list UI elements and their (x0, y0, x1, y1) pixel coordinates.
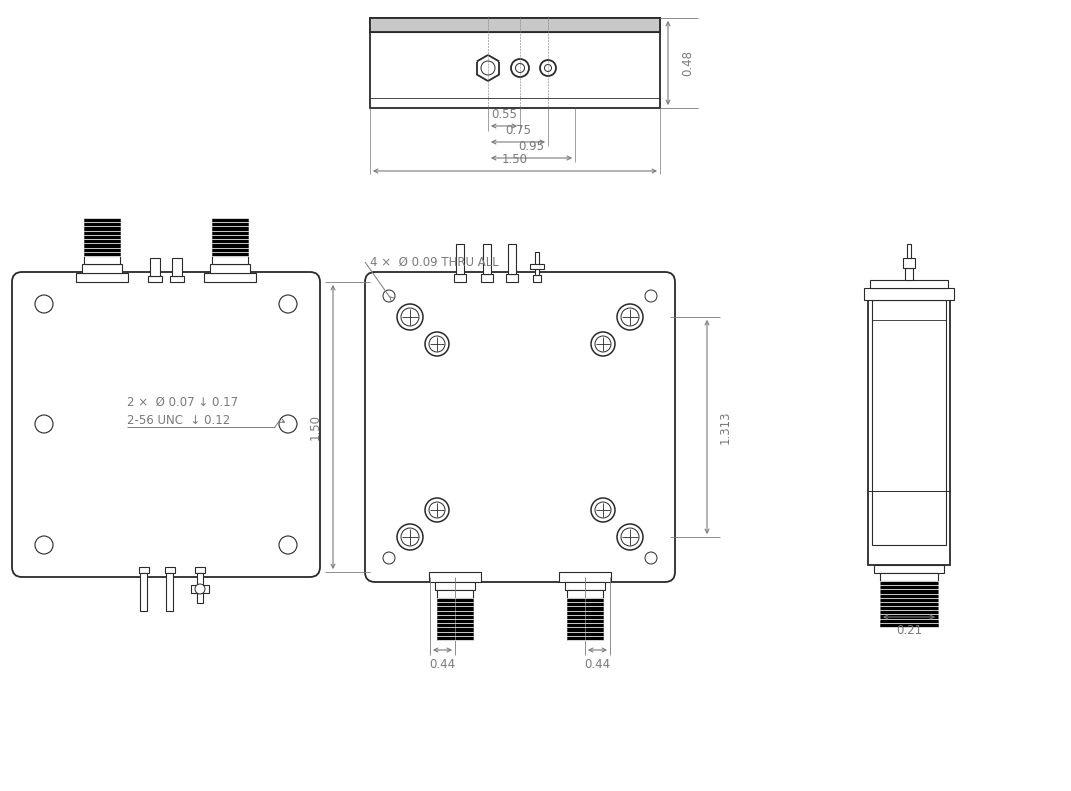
Circle shape (617, 524, 643, 550)
Bar (567, 598, 603, 640)
Circle shape (595, 502, 610, 518)
Circle shape (511, 59, 529, 77)
Bar (437, 598, 473, 640)
Bar (195, 567, 205, 573)
FancyBboxPatch shape (12, 272, 320, 577)
Bar (530, 264, 544, 269)
Bar (84, 256, 120, 264)
Bar (903, 258, 915, 268)
Circle shape (35, 536, 52, 554)
Bar (203, 273, 256, 282)
Text: 1.50: 1.50 (502, 153, 528, 165)
Circle shape (425, 332, 449, 356)
Bar (872, 300, 946, 545)
Circle shape (383, 552, 395, 564)
Bar (870, 280, 948, 288)
Circle shape (591, 498, 615, 522)
Bar (165, 567, 175, 573)
Circle shape (401, 308, 419, 326)
Circle shape (35, 415, 52, 433)
Bar (874, 565, 944, 573)
Bar (905, 268, 912, 280)
Circle shape (617, 304, 643, 330)
Bar (369, 18, 660, 32)
Bar (508, 244, 516, 274)
Circle shape (35, 295, 52, 313)
Circle shape (280, 295, 297, 313)
Bar (170, 276, 184, 282)
Bar (907, 244, 911, 258)
Circle shape (383, 290, 395, 302)
Text: 2 ×  Ø 0.07 ↓ 0.17: 2 × Ø 0.07 ↓ 0.17 (127, 396, 238, 408)
Circle shape (429, 336, 444, 352)
Circle shape (195, 584, 205, 594)
Circle shape (481, 61, 495, 75)
FancyBboxPatch shape (365, 272, 675, 582)
Circle shape (595, 336, 610, 352)
Circle shape (280, 536, 297, 554)
Text: 0.55: 0.55 (492, 108, 517, 120)
Text: 4 ×  Ø 0.09 THRU ALL: 4 × Ø 0.09 THRU ALL (369, 255, 499, 268)
Circle shape (515, 63, 525, 73)
Bar (139, 567, 149, 573)
Circle shape (425, 498, 449, 522)
Text: 0.21: 0.21 (896, 625, 922, 638)
Circle shape (401, 528, 419, 546)
Circle shape (621, 528, 639, 546)
Bar (82, 264, 122, 273)
Bar (150, 258, 160, 276)
Text: 1.50: 1.50 (308, 414, 321, 440)
Bar (536, 252, 539, 275)
Bar (191, 585, 209, 593)
Bar (76, 273, 129, 282)
Circle shape (429, 502, 444, 518)
Circle shape (591, 332, 615, 356)
Bar (483, 244, 491, 274)
Bar (197, 573, 203, 603)
Bar (437, 590, 473, 598)
Text: 2-56 UNC  ↓ 0.12: 2-56 UNC ↓ 0.12 (127, 414, 230, 426)
Circle shape (621, 308, 639, 326)
Bar (166, 573, 174, 611)
Bar (140, 573, 147, 611)
Circle shape (645, 552, 657, 564)
Bar (481, 274, 493, 282)
Circle shape (540, 60, 556, 76)
Bar (212, 218, 248, 256)
Bar (454, 274, 466, 282)
Bar (429, 572, 481, 582)
Text: 0.44: 0.44 (584, 657, 610, 671)
Circle shape (397, 524, 423, 550)
Bar (210, 264, 250, 273)
Text: 0.48: 0.48 (681, 50, 694, 76)
Bar (84, 218, 120, 256)
Circle shape (280, 415, 297, 433)
Bar (506, 274, 518, 282)
Bar (565, 582, 605, 590)
Bar (533, 275, 541, 282)
Bar (172, 258, 182, 276)
Bar (148, 276, 162, 282)
Circle shape (397, 304, 423, 330)
Bar (435, 582, 476, 590)
Text: 1.313: 1.313 (719, 411, 731, 444)
Bar (864, 288, 954, 300)
Bar (567, 590, 603, 598)
Bar (880, 573, 938, 581)
Bar (559, 572, 610, 582)
Text: 0.75: 0.75 (506, 123, 531, 137)
Bar (868, 300, 950, 565)
Bar (456, 244, 464, 274)
Circle shape (645, 290, 657, 302)
Bar (369, 18, 660, 108)
Text: 0.95: 0.95 (518, 139, 544, 153)
Bar (212, 256, 248, 264)
Circle shape (544, 65, 552, 71)
Bar (880, 581, 938, 627)
Text: 0.44: 0.44 (429, 657, 455, 671)
